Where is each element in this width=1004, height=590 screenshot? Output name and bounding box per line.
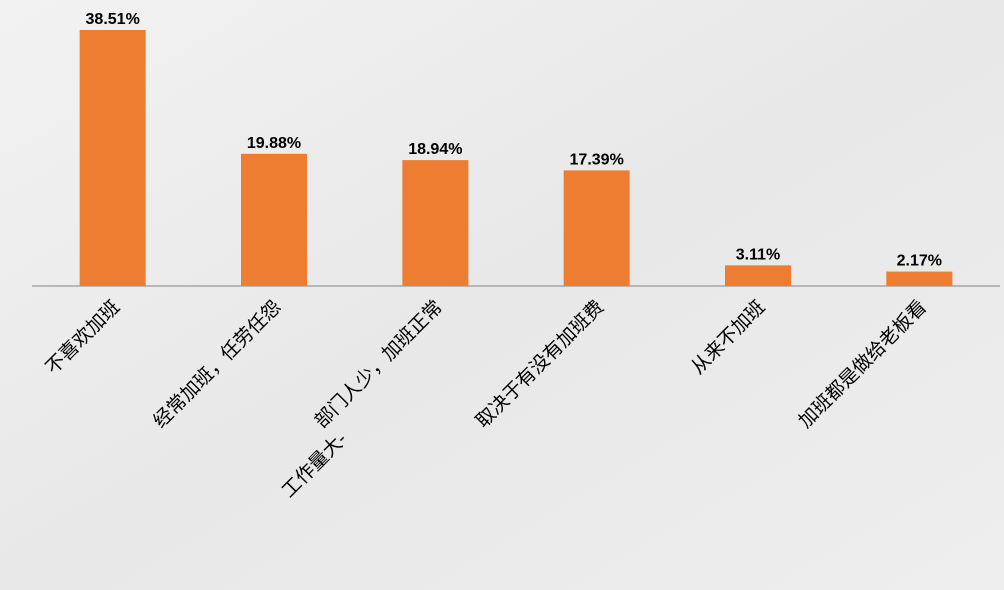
value-label: 18.94% — [408, 141, 462, 158]
bar — [725, 265, 791, 286]
value-label: 38.51% — [86, 11, 140, 28]
value-label: 17.39% — [570, 151, 624, 168]
value-label: 19.88% — [247, 135, 301, 152]
bar — [79, 30, 146, 286]
bar — [402, 160, 469, 286]
value-label: 2.17% — [897, 253, 942, 270]
bar — [886, 271, 953, 286]
bar — [241, 153, 307, 286]
value-label: 3.11% — [736, 246, 780, 263]
bar — [563, 170, 630, 286]
